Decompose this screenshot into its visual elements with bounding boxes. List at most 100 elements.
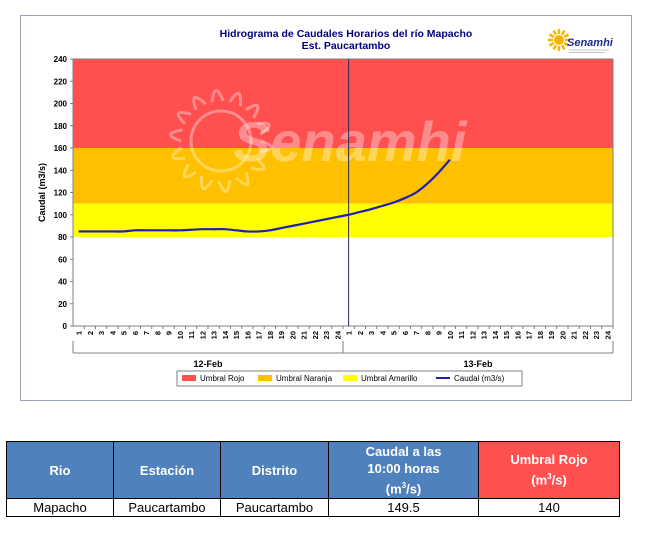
x-tick-label: 23 bbox=[592, 331, 601, 339]
x-tick-label: 6 bbox=[401, 331, 410, 335]
y-tick-label: 240 bbox=[54, 55, 68, 64]
x-tick-label: 9 bbox=[165, 331, 174, 335]
table-row: Mapacho Paucartambo Paucartambo 149.5 14… bbox=[6, 498, 620, 517]
x-tick-label: 1 bbox=[75, 331, 84, 335]
x-tick-label: 10 bbox=[176, 331, 185, 339]
x-tick-label: 19 bbox=[277, 331, 286, 339]
header-umbral-rojo: Umbral Rojo (m3/s) bbox=[478, 441, 620, 499]
watermark-sun-icon bbox=[169, 88, 273, 194]
x-tick-label: 15 bbox=[502, 331, 511, 339]
x-tick-label: 1 bbox=[345, 331, 354, 335]
header-caudal-line2: 10:00 horas bbox=[367, 460, 440, 476]
legend-label: Umbral Naranja bbox=[276, 374, 333, 383]
chart-subtitle: Est. Paucartambo bbox=[302, 40, 391, 52]
x-tick-label: 18 bbox=[266, 331, 275, 339]
day-label-2: 13-Feb bbox=[463, 359, 493, 369]
chart-title: Hidrograma de Caudales Horarios del río … bbox=[220, 28, 473, 40]
y-tick-label: 200 bbox=[54, 100, 68, 109]
unit-suffix: /s) bbox=[406, 481, 422, 497]
x-tick-label: 18 bbox=[536, 331, 545, 339]
header-caudal-line1: Caudal a las bbox=[365, 443, 442, 459]
x-tick-label: 23 bbox=[322, 331, 331, 339]
x-tick-label: 3 bbox=[97, 331, 106, 335]
x-tick-label: 11 bbox=[457, 331, 466, 339]
x-tick-label: 7 bbox=[412, 331, 421, 335]
legend-label: Umbral Amarillo bbox=[361, 374, 418, 383]
header-distrito: Distrito bbox=[220, 441, 329, 499]
x-tick-label: 4 bbox=[378, 330, 387, 335]
x-tick-label: 14 bbox=[221, 330, 230, 339]
senamhi-sun-icon bbox=[548, 29, 570, 51]
x-tick-label: 10 bbox=[446, 331, 455, 339]
x-tick-label: 13 bbox=[480, 331, 489, 339]
x-tick-label: 7 bbox=[142, 331, 151, 335]
legend-swatch bbox=[182, 375, 196, 381]
header-estacion: Estación bbox=[113, 441, 221, 499]
x-tick-label: 11 bbox=[187, 331, 196, 339]
cell-rio: Mapacho bbox=[6, 498, 114, 517]
x-tick-label: 21 bbox=[570, 331, 579, 339]
x-tick-label: 2 bbox=[86, 331, 95, 335]
x-tick-label: 15 bbox=[232, 331, 241, 339]
legend-swatch bbox=[258, 375, 272, 381]
x-tick-label: 5 bbox=[390, 331, 399, 335]
x-tick-label: 9 bbox=[435, 331, 444, 335]
y-tick-label: 120 bbox=[54, 189, 68, 198]
header-rio: Rio bbox=[6, 441, 114, 499]
x-tick-label: 4 bbox=[108, 330, 117, 335]
x-tick-label: 2 bbox=[356, 331, 365, 335]
hydrograph-chart: Senamhi 02040608010012014016018020022024… bbox=[37, 28, 614, 387]
x-tick-label: 24 bbox=[333, 330, 342, 339]
unit-prefix: (m bbox=[385, 481, 402, 497]
x-tick-label: 20 bbox=[558, 331, 567, 339]
x-tick-label: 12 bbox=[468, 331, 477, 339]
header-umbral-line1: Umbral Rojo bbox=[510, 452, 588, 468]
x-tick-label: 24 bbox=[603, 330, 612, 339]
x-tick-label: 21 bbox=[300, 331, 309, 339]
x-tick-label: 17 bbox=[525, 331, 534, 339]
x-tick-label: 8 bbox=[153, 331, 162, 335]
legend-label: Caudal (m3/s) bbox=[454, 374, 505, 383]
x-tick-label: 22 bbox=[581, 331, 590, 339]
unit-suffix: /s) bbox=[551, 472, 567, 488]
caudal-series-line bbox=[78, 158, 451, 233]
y-tick-label: 20 bbox=[58, 300, 67, 309]
y-tick-label: 0 bbox=[63, 322, 68, 331]
header-umbral-unit: (m3/s) bbox=[483, 468, 615, 488]
x-tick-label: 22 bbox=[311, 331, 320, 339]
chart-frame: Senamhi 0 20 40 60 80 100 120 140 160 180 200 220 24… bbox=[20, 15, 632, 401]
x-tick-label: 5 bbox=[120, 331, 129, 335]
x-tick-label: 12 bbox=[198, 331, 207, 339]
x-tick-label: 19 bbox=[547, 331, 556, 339]
umbral-naranja-band bbox=[73, 148, 613, 204]
x-tick-label: 6 bbox=[131, 331, 140, 335]
x-tick-label: 13 bbox=[210, 331, 219, 339]
header-caudal: Caudal a las 10:00 horas (m3/s) bbox=[328, 441, 479, 499]
x-tick-label: 3 bbox=[367, 331, 376, 335]
summary-table: Rio Estación Distrito Caudal a las 10:00… bbox=[6, 441, 620, 517]
summary-header-row: Rio Estación Distrito Caudal a las 10:00… bbox=[6, 441, 620, 499]
legend-label: Umbral Rojo bbox=[200, 374, 245, 383]
watermark-text: Senamhi bbox=[233, 110, 468, 173]
x-tick-label: 16 bbox=[513, 331, 522, 339]
unit-superscript: 3 bbox=[547, 472, 552, 482]
header-caudal-unit: (m3/s) bbox=[333, 477, 474, 497]
y-axis-label: Caudal (m3/s) bbox=[37, 163, 47, 222]
x-tick-label: 16 bbox=[243, 331, 252, 339]
y-tick-label: 180 bbox=[54, 122, 68, 131]
umbral-amarillo-band bbox=[73, 203, 613, 237]
y-tick-label: 40 bbox=[58, 278, 67, 287]
cell-caudal: 149.5 bbox=[328, 498, 479, 517]
x-tick-label: 8 bbox=[423, 331, 432, 335]
x-tick-label: 14 bbox=[491, 330, 500, 339]
cell-umbral: 140 bbox=[478, 498, 620, 517]
y-tick-label: 100 bbox=[54, 211, 68, 220]
y-tick-label: 80 bbox=[58, 233, 67, 242]
y-tick-label: 140 bbox=[54, 166, 68, 175]
unit-prefix: (m bbox=[531, 472, 548, 488]
umbral-rojo-band bbox=[73, 59, 613, 148]
x-tick-label: 17 bbox=[255, 331, 264, 339]
x-tick-label: 20 bbox=[288, 331, 297, 339]
y-tick-label: 60 bbox=[58, 255, 67, 264]
cell-estacion: Paucartambo bbox=[113, 498, 221, 517]
